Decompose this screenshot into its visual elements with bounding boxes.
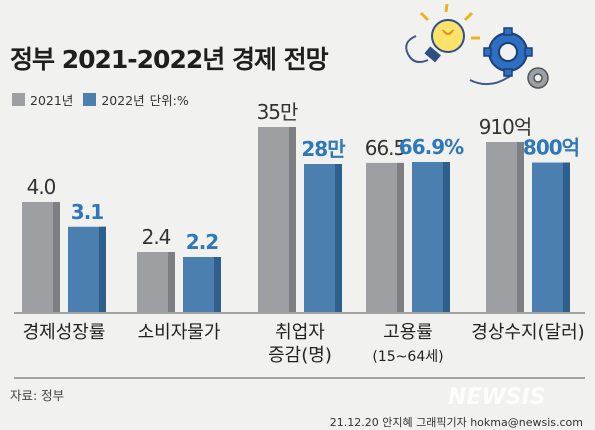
legend-swatch-2022: [83, 93, 97, 106]
legend-label-2022: 2022년: [101, 93, 145, 108]
data-label-2021-3: 66.5: [365, 136, 406, 160]
category-label-2: 취업자: [275, 322, 325, 343]
data-label-2022-2: 28만: [301, 137, 346, 161]
category-label-3: 고용률: [383, 322, 433, 343]
bar-shade-0-3: [397, 162, 404, 312]
legend-item-2021: 2021년: [12, 90, 73, 109]
bar-shade-0-0: [53, 202, 60, 312]
legend-item-2022: 2022년 단위:%: [83, 90, 189, 109]
credit-line: 21.12.20 안지혜 그래픽기자 hokma@newsis.com: [329, 416, 583, 429]
bar-shade-1-4: [563, 162, 570, 312]
data-label-2021-1: 2.4: [142, 225, 171, 249]
bar-shade-0-1: [168, 252, 175, 312]
watermark: NEWSIS: [448, 385, 546, 410]
data-label-2022-0: 3.1: [71, 200, 104, 224]
chart-title: 정부 2021-2022년 경제 전망: [10, 45, 329, 74]
bar-shade-1-2: [335, 164, 342, 312]
legend-swatch-2021: [12, 93, 25, 106]
category-label-1: 소비자물가: [138, 322, 221, 343]
bar-shade-1-3: [443, 162, 450, 312]
bar-shade-1-0: [99, 226, 106, 312]
category-label-0: 경제성장률: [23, 322, 106, 343]
category-sublabel-2: 증감(명): [268, 345, 332, 366]
data-label-2022-4: 800억: [523, 136, 579, 160]
category-label-4: 경상수지(달러): [471, 322, 584, 343]
data-label-2021-2: 35만: [257, 100, 298, 124]
data-label-2022-1: 2.2: [186, 230, 219, 254]
bar-shade-1-1: [214, 257, 221, 312]
unit-label: 단위:%: [149, 93, 189, 108]
bar-shade-0-4: [517, 142, 524, 312]
legend: 2021년 2022년 단위:%: [12, 90, 199, 109]
source-note: 자료: 정부: [10, 388, 65, 403]
data-label-2022-3: 66.9%: [399, 135, 464, 159]
legend-label-2021: 2021년: [30, 93, 74, 108]
bar-shade-0-2: [289, 127, 296, 312]
category-sublabel-3: (15~64세): [372, 349, 443, 365]
data-label-2021-4: 910억: [479, 115, 532, 139]
data-label-2021-0: 4.0: [27, 175, 56, 199]
